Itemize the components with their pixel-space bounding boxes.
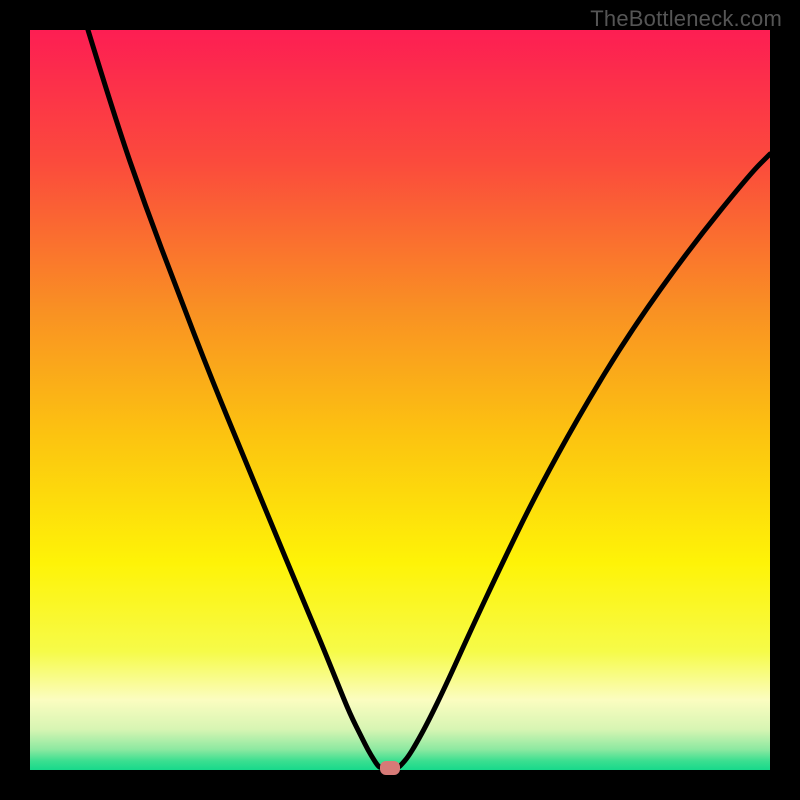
- watermark-text: TheBottleneck.com: [590, 6, 782, 32]
- outer-frame: TheBottleneck.com: [0, 0, 800, 800]
- chart-svg: [30, 30, 770, 770]
- gradient-background: [30, 30, 770, 770]
- plot-area: [30, 30, 770, 770]
